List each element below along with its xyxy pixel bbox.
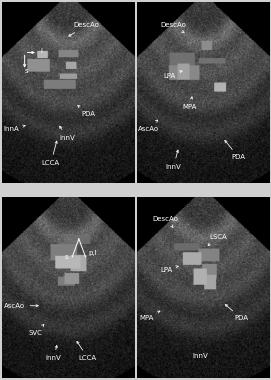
Text: LPA: LPA [160,266,178,272]
Text: DescAo: DescAo [160,22,186,33]
Text: LCCA: LCCA [42,141,60,166]
Text: InnV: InnV [192,353,208,359]
Text: LSCA: LSCA [208,234,227,245]
Text: DescAo: DescAo [153,216,178,227]
Text: InnV: InnV [46,345,62,361]
Text: InnA: InnA [4,125,25,131]
Text: s: s [24,68,28,74]
Text: DescAo: DescAo [69,22,99,36]
Text: InnV: InnV [166,150,181,169]
Text: PDA: PDA [225,140,246,160]
Text: PDA: PDA [78,106,95,117]
Text: s: s [65,254,68,260]
Text: MPA: MPA [139,311,160,321]
Text: AscAo: AscAo [4,303,38,309]
Text: I: I [41,48,43,54]
Text: MPA: MPA [183,97,197,110]
Text: InnV: InnV [59,126,75,141]
Text: LPA: LPA [163,71,182,79]
Text: p,I: p,I [88,250,97,256]
Text: PDA: PDA [225,304,249,321]
Text: AscAo: AscAo [138,120,159,131]
Text: LCCA: LCCA [77,341,97,361]
Text: SVC: SVC [29,325,44,336]
